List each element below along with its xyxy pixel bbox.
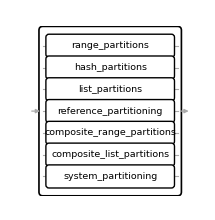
FancyBboxPatch shape	[46, 99, 175, 123]
FancyBboxPatch shape	[39, 26, 181, 196]
FancyBboxPatch shape	[46, 34, 175, 57]
Text: range_partitions: range_partitions	[71, 41, 149, 50]
Text: composite_list_partitions: composite_list_partitions	[51, 150, 169, 159]
FancyBboxPatch shape	[46, 165, 175, 188]
FancyBboxPatch shape	[46, 78, 175, 101]
Text: hash_partitions: hash_partitions	[74, 63, 147, 72]
FancyBboxPatch shape	[46, 143, 175, 166]
Text: system_partitioning: system_partitioning	[63, 172, 157, 181]
Text: composite_range_partitions: composite_range_partitions	[44, 128, 176, 137]
Text: list_partitions: list_partitions	[78, 85, 142, 94]
FancyBboxPatch shape	[46, 121, 175, 144]
Text: reference_partitioning: reference_partitioning	[57, 107, 163, 116]
FancyBboxPatch shape	[46, 56, 175, 79]
